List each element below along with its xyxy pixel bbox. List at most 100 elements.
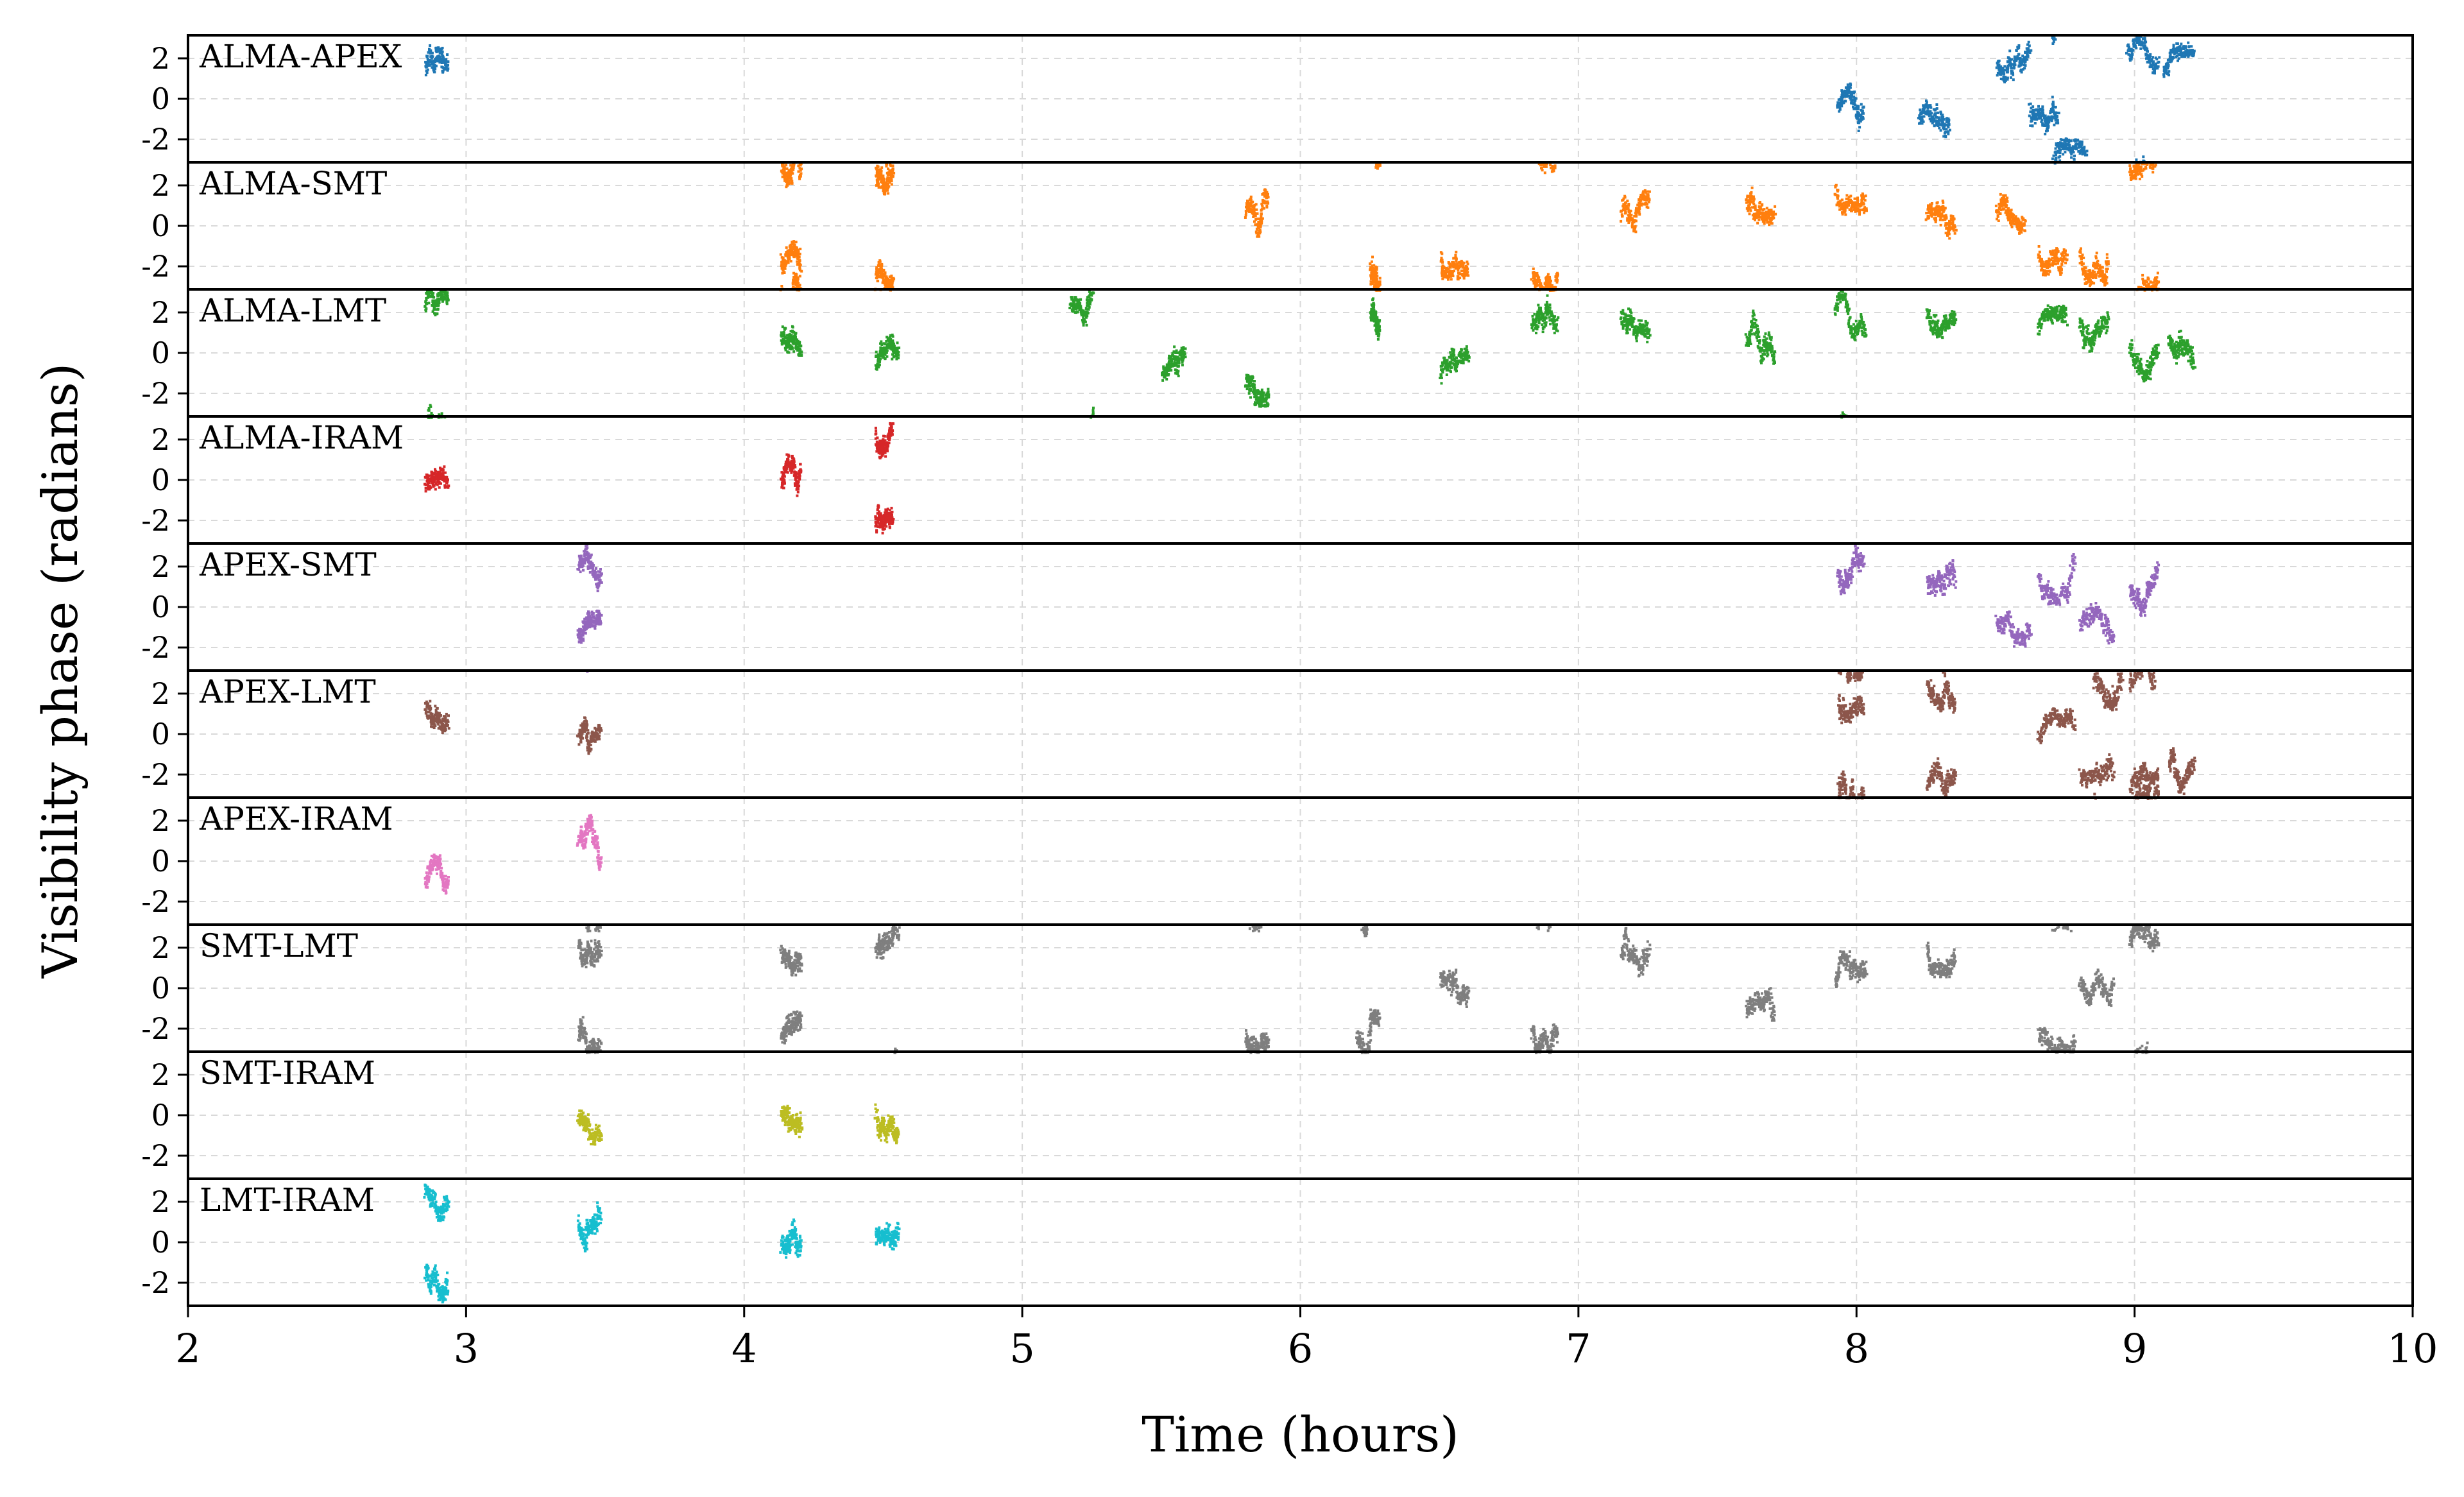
data-point (429, 404, 432, 407)
data-point (2128, 171, 2131, 174)
data-segment-alma-smt-8 (1620, 189, 1651, 234)
data-point (2084, 153, 2087, 157)
data-point (1548, 286, 1551, 289)
data-point (1462, 261, 1466, 264)
data-point (1930, 115, 1933, 119)
data-point (1466, 267, 1469, 270)
data-point (2152, 56, 2154, 59)
data-point (1370, 260, 1373, 263)
data-point (1260, 208, 1263, 211)
data-point (1262, 201, 1265, 204)
data-segment-alma-smt-9 (1745, 186, 1777, 227)
data-point (2129, 57, 2132, 60)
data-point (1772, 214, 1775, 218)
data-point (1838, 208, 1842, 211)
data-point (2140, 44, 2143, 47)
data-point (1847, 203, 1851, 206)
data-point (1754, 218, 1756, 221)
data-point (2047, 273, 2050, 276)
data-point (2149, 281, 2152, 284)
data-point (886, 337, 889, 340)
data-point (789, 330, 792, 333)
data-point (1841, 198, 1844, 201)
data-point (792, 162, 796, 166)
data-point (1165, 363, 1168, 366)
data-point (1627, 203, 1630, 205)
data-point (2147, 284, 2150, 287)
data-point (1172, 363, 1175, 366)
data-point (1546, 275, 1549, 278)
data-point (891, 335, 894, 338)
data-point (1262, 391, 1265, 394)
data-point (2057, 121, 2060, 124)
data-point (1641, 194, 1644, 198)
data-point (1092, 291, 1095, 295)
data-point (1266, 200, 1269, 203)
data-point (1533, 274, 1536, 277)
data-point (446, 291, 449, 294)
data-point (2085, 281, 2089, 284)
data-point (2080, 147, 2083, 150)
data-point (1453, 262, 1456, 266)
data-point (424, 300, 427, 304)
data-point (878, 354, 880, 357)
data-point (1539, 164, 1542, 167)
data-point (2062, 248, 2066, 251)
data-point (2046, 273, 2049, 275)
data-point (2153, 165, 2157, 168)
data-point (1086, 312, 1090, 314)
panel-label-alma-smt: ALMA-SMT (199, 165, 387, 202)
data-segment-alma-lmt-2 (874, 333, 901, 371)
data-point (2191, 49, 2194, 53)
data-point (2027, 40, 2030, 44)
data-point (1267, 403, 1270, 406)
data-point (878, 350, 882, 354)
data-point (1848, 91, 1851, 94)
data-point (2059, 138, 2062, 141)
data-point (786, 178, 789, 180)
data-point (2079, 249, 2082, 252)
data-point (430, 56, 433, 60)
data-point (440, 295, 443, 298)
data-point (2044, 124, 2047, 127)
data-point (1940, 212, 1944, 215)
data-point (1943, 209, 1946, 212)
data-point (1938, 209, 1941, 212)
data-point (2171, 48, 2175, 51)
data-point (1171, 354, 1174, 357)
data-point (2017, 223, 2020, 226)
data-point (1634, 225, 1637, 228)
data-point (1766, 213, 1769, 216)
data-point (2080, 263, 2083, 266)
data-point (1937, 214, 1940, 216)
data-point (1860, 108, 1863, 112)
data-point (2184, 45, 2187, 48)
data-point (1754, 206, 1757, 209)
data-point (2017, 44, 2021, 47)
data-point (1369, 266, 1372, 269)
data-point (881, 175, 884, 178)
data-point (796, 349, 799, 352)
data-point (1374, 268, 1377, 271)
data-point (889, 338, 892, 341)
data-point (2037, 245, 2041, 248)
data-point (1838, 104, 1840, 107)
data-point (1838, 108, 1842, 111)
data-point (2008, 57, 2011, 60)
data-point (1373, 264, 1376, 267)
panel-label-alma-apex: ALMA-APEX (199, 38, 402, 75)
data-point (1249, 195, 1253, 198)
data-point (2105, 253, 2109, 256)
data-point (2017, 53, 2021, 56)
data-point (2084, 269, 2087, 273)
data-point (785, 246, 788, 249)
data-point (2130, 55, 2134, 58)
data-point (1634, 230, 1638, 234)
data-point (2082, 256, 2085, 259)
data-point (436, 60, 440, 63)
data-point (2106, 268, 2109, 271)
data-point (2052, 40, 2055, 44)
data-point (1631, 225, 1634, 228)
data-point (1859, 114, 1862, 117)
data-point (1541, 169, 1544, 172)
